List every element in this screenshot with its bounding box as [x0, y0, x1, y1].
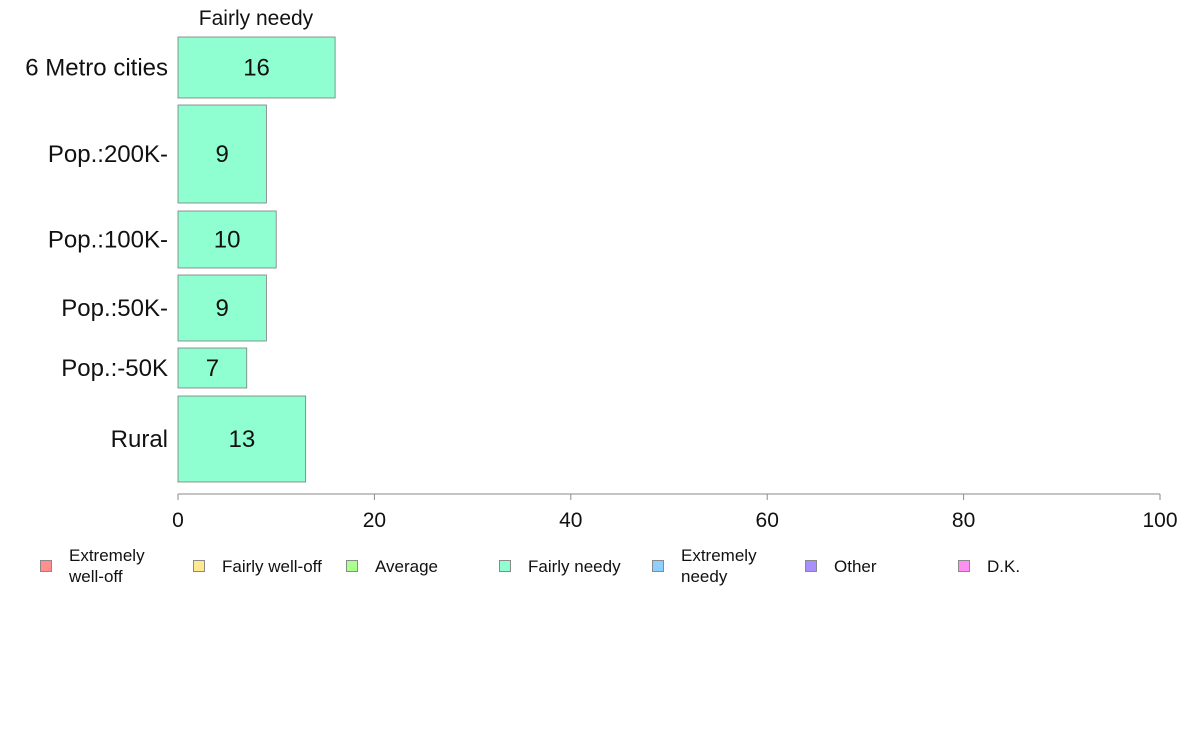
legend-swatch — [499, 560, 511, 572]
x-tick-label: 0 — [172, 509, 184, 532]
legend-swatch — [958, 560, 970, 572]
bar — [177, 347, 248, 389]
x-tick-label: 60 — [756, 509, 779, 532]
category-label: Pop.:200K- — [48, 141, 168, 168]
chart-title: Fairly needy — [199, 7, 314, 30]
legend-label: Average — [375, 556, 439, 576]
legend-item: D.K. — [958, 544, 1020, 588]
bar-value-label: 7 — [206, 355, 219, 382]
legend: Extremely well-off Fairly well-off Average… — [0, 544, 1188, 592]
bar — [177, 274, 267, 342]
bar-value-label: 10 — [214, 227, 241, 254]
bar — [177, 104, 267, 204]
category-label: Pop.:100K- — [48, 227, 168, 254]
bar-value-label: 13 — [228, 426, 255, 453]
legend-label: Fairly well-off — [222, 556, 322, 576]
legend-label: D.K. — [987, 556, 1021, 576]
bar — [177, 36, 336, 99]
bar — [177, 395, 307, 483]
legend-item: Fairly needy — [499, 544, 621, 588]
legend-label: Other — [834, 556, 877, 576]
bar — [177, 210, 277, 269]
legend-label: Extremely well-off — [69, 546, 145, 586]
bars-layer: 16 6 Metro cities 9 Pop.:200K- 10 Pop.:100K- 9… — [25, 36, 336, 483]
category-label: Pop.:-50K — [61, 355, 168, 382]
category-label: Rural — [111, 426, 168, 453]
legend-item: Extremely well-off — [40, 544, 164, 588]
x-tick-label: 80 — [952, 509, 975, 532]
legend-swatch — [193, 560, 205, 572]
legend-item: Average — [346, 544, 438, 588]
legend-item: Other — [805, 544, 877, 588]
legend-swatch — [805, 560, 817, 572]
category-label: Pop.:50K- — [61, 295, 168, 322]
legend-item: Extremely needy — [652, 544, 776, 588]
legend-label: Extremely needy — [681, 546, 757, 586]
legend-swatch — [40, 560, 52, 572]
bar-value-label: 9 — [216, 141, 229, 168]
bar-value-label: 16 — [243, 55, 270, 82]
x-tick-label: 40 — [559, 509, 582, 532]
bar-value-label: 9 — [216, 295, 229, 322]
legend-swatch — [652, 560, 664, 572]
x-tick-label: 100 — [1142, 509, 1177, 532]
legend-item: Fairly well-off — [193, 544, 322, 588]
x-tick-label: 20 — [363, 509, 386, 532]
x-axis: 0 20 40 60 80 100 — [172, 493, 1178, 532]
legend-label: Fairly needy — [528, 556, 621, 576]
category-label: 6 Metro cities — [25, 55, 168, 82]
legend-swatch — [346, 560, 358, 572]
